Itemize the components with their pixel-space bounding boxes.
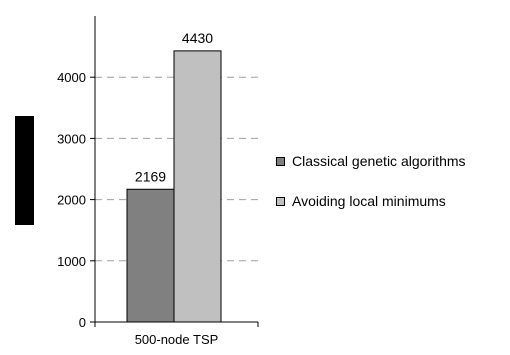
x-tick-label-0: 500-node TSP	[135, 332, 219, 347]
legend-swatch-classical	[276, 156, 285, 166]
bar-classical	[126, 188, 175, 323]
y-tick-label-0: 0	[79, 315, 86, 330]
labels: 0 1000 2000 3000 4000 2169 4430 500-node TSP	[57, 30, 218, 347]
bar-avoiding	[173, 50, 222, 323]
legend-item-classical: Classical genetic algorithms	[276, 151, 466, 171]
legend: Classical genetic algorithms Avoiding lo…	[276, 151, 466, 231]
axes	[90, 16, 259, 327]
legend-label-avoiding: Avoiding local minimums	[292, 193, 446, 209]
grid-lines	[95, 76, 258, 262]
data-label-classical: 2169	[135, 168, 166, 184]
y-tick-label-3000: 3000	[57, 131, 86, 146]
y-axis-label-block	[15, 116, 34, 225]
y-tick-label-1000: 1000	[57, 254, 86, 269]
legend-label-classical: Classical genetic algorithms	[292, 153, 466, 169]
legend-swatch-avoiding	[276, 196, 285, 206]
y-tick-label-2000: 2000	[57, 193, 86, 208]
legend-item-avoiding: Avoiding local minimums	[276, 191, 466, 211]
data-label-avoiding: 4430	[182, 30, 213, 46]
bars	[126, 50, 222, 323]
y-tick-label-4000: 4000	[57, 70, 86, 85]
